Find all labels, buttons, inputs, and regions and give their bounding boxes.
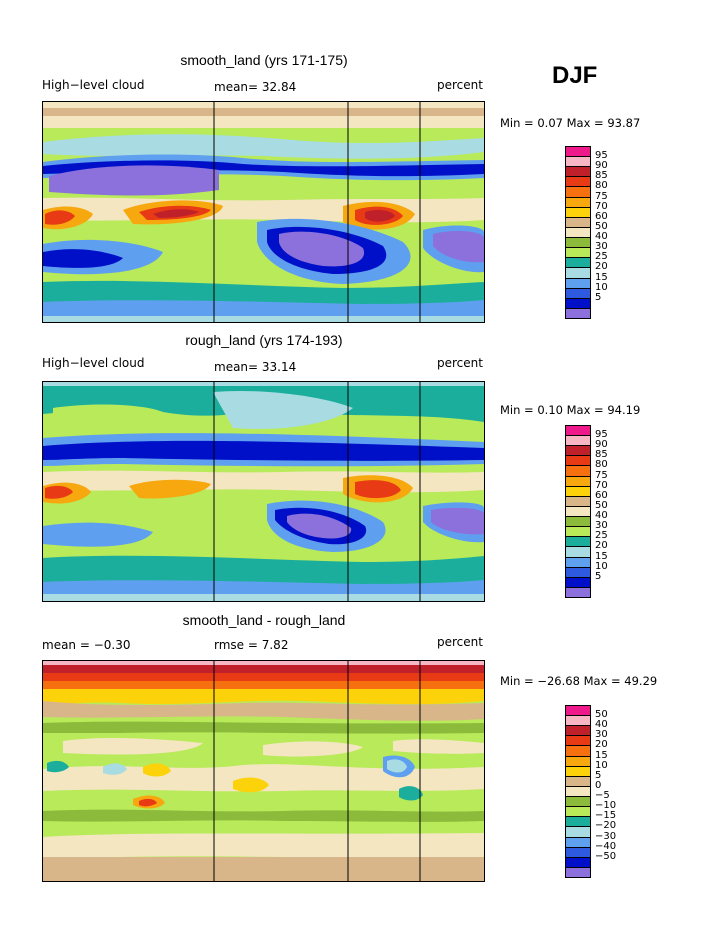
colorbar-tick-label: −40 (595, 840, 617, 852)
panel-2-colorbar: 95 90 85 80 75 70 60 50 40 30 25 20 15 10 5 (565, 425, 608, 598)
colorbar-tick-label: 20 (595, 261, 608, 273)
colorbar-tick-label: 10 (595, 759, 608, 771)
colorbar-tick-label: 0 (595, 779, 602, 791)
colorbar-tick-label: 30 (595, 520, 608, 532)
colorbar-tick-label: 80 (595, 180, 608, 192)
panel-3-colorbar: 50 40 30 20 15 10 5 0 −5 −10 −15 −20 −30 −40 −50 (565, 705, 616, 878)
colorbar-tick-label: −30 (595, 830, 617, 842)
colorbar-tick-label: 50 (595, 220, 608, 232)
colorbar-tick-label: 30 (595, 241, 608, 253)
panel-3-minmax: Min = −26.68 Max = 49.29 (500, 674, 658, 688)
panel-3-map (42, 660, 485, 882)
colorbar-tick-label: 20 (595, 739, 608, 751)
colorbar-tick-label: −10 (595, 800, 617, 812)
panel-1-colorbar: 95 90 85 80 75 70 60 50 40 30 25 20 15 10 5 (565, 146, 608, 319)
colorbar-tick-label: 5 (595, 291, 602, 303)
colorbar-tick-label: 5 (595, 769, 602, 781)
panel-1-units-label: percent (437, 78, 483, 92)
colorbar-tick-label: −50 (595, 850, 617, 862)
colorbar-tick-label: 25 (595, 530, 608, 542)
colorbar-tick-label: 40 (595, 719, 608, 731)
colorbar-tick-label: −20 (595, 820, 617, 832)
panel-3-contour-field (43, 661, 484, 881)
colorbar-tick-label: 25 (595, 251, 608, 263)
panel-1-map (42, 101, 485, 323)
panel-1-variable-label: High−level cloud (42, 78, 145, 92)
colorbar-swatch (565, 307, 591, 319)
panel-1-mean-label: mean= 32.84 (214, 80, 297, 94)
colorbar-tick-label: 15 (595, 749, 608, 761)
colorbar-tick-label: −5 (595, 790, 610, 802)
colorbar-tick-label: 10 (595, 560, 608, 572)
colorbar-tick-label: 75 (595, 190, 608, 202)
panel-3-rmse-label: rmse = 7.82 (214, 638, 289, 652)
panel-2-title: rough_land (yrs 174-193) (185, 332, 343, 348)
season-label: DJF (552, 62, 598, 89)
colorbar-tick-label: 60 (595, 210, 608, 222)
panel-1-title: smooth_land (yrs 171-175) (180, 52, 348, 68)
colorbar-tick-label: 85 (595, 170, 608, 182)
panel-2-units-label: percent (437, 356, 483, 370)
panel-1-minmax: Min = 0.07 Max = 93.87 (500, 116, 641, 130)
colorbar-tick-label: 70 (595, 479, 608, 491)
colorbar-tick-label: 50 (595, 709, 608, 721)
panel-2-contour-field (43, 382, 484, 601)
colorbar-tick-label: 10 (595, 281, 608, 293)
colorbar-swatch (565, 586, 591, 598)
panel-3-mean-label: mean = −0.30 (42, 638, 131, 652)
colorbar-tick-label: 40 (595, 510, 608, 522)
panel-3-title: smooth_land - rough_land (182, 612, 346, 628)
colorbar-tick-label: 60 (595, 489, 608, 501)
panel-2-map (42, 381, 485, 602)
colorbar-tick-label: 20 (595, 540, 608, 552)
colorbar-tick-label: 90 (595, 439, 608, 451)
panel-2-variable-label: High−level cloud (42, 356, 145, 370)
colorbar-tick-label: 85 (595, 449, 608, 461)
panel-3-units-label: percent (437, 635, 483, 649)
colorbar-tick-label: 80 (595, 459, 608, 471)
colorbar-tick-label: 40 (595, 231, 608, 243)
panel-2-mean-label: mean= 33.14 (214, 360, 297, 374)
colorbar-tick-label: 95 (595, 150, 608, 162)
colorbar-tick-label: 50 (595, 499, 608, 511)
colorbar-tick-label: 90 (595, 160, 608, 172)
colorbar-tick-label: 95 (595, 429, 608, 441)
colorbar-tick-label: 70 (595, 200, 608, 212)
panel-2-minmax: Min = 0.10 Max = 94.19 (500, 403, 641, 417)
panel-1-contour-field (43, 102, 484, 322)
colorbar-swatch (565, 866, 591, 878)
colorbar-tick-label: −15 (595, 810, 617, 822)
colorbar-tick-label: 30 (595, 729, 608, 741)
colorbar-tick-label: 15 (595, 550, 608, 562)
colorbar-tick-label: 75 (595, 469, 608, 481)
colorbar-tick-label: 5 (595, 570, 602, 582)
colorbar-tick-label: 15 (595, 271, 608, 283)
